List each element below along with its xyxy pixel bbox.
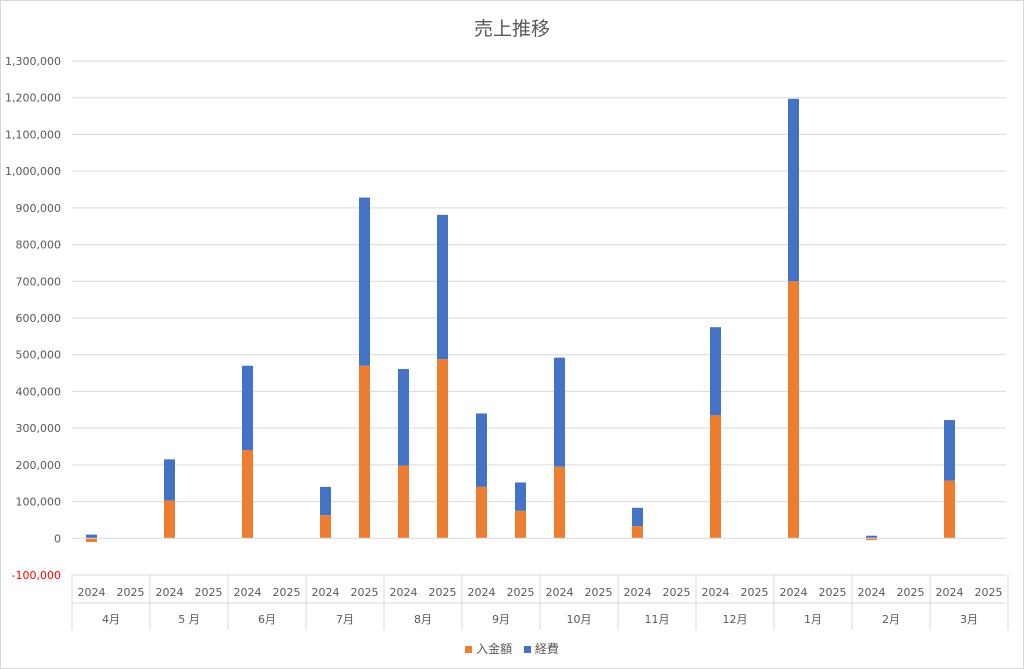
x-group-label: 11月 [645, 613, 670, 626]
bar-segment [788, 98, 799, 282]
y-tick-label: 100,000 [16, 496, 62, 509]
bar-segment [515, 510, 526, 539]
legend-item-expense: 経費 [523, 640, 559, 657]
y-tick-label: 200,000 [16, 459, 62, 472]
x-subcategory-label: 2024 [156, 586, 184, 599]
bar-segment [944, 480, 955, 539]
y-tick-label: 1,300,000 [5, 55, 61, 68]
x-subcategory-label: 2024 [546, 586, 574, 599]
bar-segment [359, 365, 370, 539]
x-subcategory-label: 2025 [273, 586, 301, 599]
y-tick-label: 1,200,000 [5, 92, 61, 105]
y-tick-label: 800,000 [16, 239, 62, 252]
x-group-label: 5 月 [178, 613, 200, 626]
bar-segment [632, 526, 643, 539]
bar-segment [710, 327, 721, 416]
bar-segment [476, 413, 487, 487]
legend-label-deposit: 入金額 [476, 642, 513, 656]
bar-segment [632, 507, 643, 527]
bar-layer [86, 98, 955, 542]
legend-item-deposit: 入金額 [465, 640, 512, 657]
x-subcategory-label: 2024 [858, 586, 886, 599]
x-subcategory-label: 2024 [78, 586, 106, 599]
bar-segment [359, 197, 370, 366]
x-subcategory-label: 2025 [507, 586, 535, 599]
x-group-label: 12月 [723, 613, 748, 626]
x-group-label: 3月 [960, 613, 978, 626]
x-subcategory-label: 2025 [351, 586, 379, 599]
y-tick-label: 1,000,000 [5, 165, 61, 178]
bar-segment [398, 369, 409, 466]
bar-segment [86, 538, 97, 542]
x-group-label: 4月 [102, 613, 120, 626]
legend-label-expense: 経費 [534, 642, 559, 656]
x-group-label: 1月 [804, 613, 822, 626]
bar-segment [242, 365, 253, 451]
y-tick-label: 500,000 [16, 349, 62, 362]
x-subcategory-label: 2024 [234, 586, 262, 599]
x-subcategory-label: 2025 [897, 586, 925, 599]
x-subcategory-label: 2024 [702, 586, 730, 599]
bar-segment [554, 466, 565, 539]
y-tick-label: -100,000 [12, 569, 61, 582]
bar-segment [710, 415, 721, 539]
chart-title: 売上推移 [473, 18, 550, 40]
legend: 入金額 経費 [0, 640, 1024, 657]
y-tick-label: 700,000 [16, 275, 62, 288]
x-group-label: 9月 [492, 613, 510, 626]
bar-segment [866, 535, 877, 539]
bar-segment [320, 486, 331, 516]
y-tick-label: 600,000 [16, 312, 62, 325]
legend-swatch-expense [523, 646, 531, 653]
bar-segment [866, 538, 877, 541]
bar-segment [164, 459, 175, 501]
x-axis-layer: 2024 2025 4月 2024 2025 5 月 2024 2025 6月 2024 2025 7… [71, 537, 1009, 630]
y-tick-label: 1,100,000 [5, 128, 61, 141]
x-group-label: 6月 [258, 613, 276, 626]
x-subcategory-label: 2024 [312, 586, 340, 599]
x-group-label: 7月 [336, 613, 354, 626]
x-subcategory-label: 2025 [741, 586, 769, 599]
x-subcategory-label: 2025 [195, 586, 223, 599]
x-subcategory-label: 2025 [429, 586, 457, 599]
y-tick-layer: -100,000 0 100,000 200,000 300,000 400,000 500… [5, 55, 61, 582]
x-subcategory-label: 2025 [975, 586, 1003, 599]
bar-segment [398, 465, 409, 539]
x-subcategory-label: 2025 [819, 586, 847, 599]
y-tick-label: 0 [54, 532, 61, 545]
x-group-label: 2月 [882, 613, 900, 626]
x-subcategory-label: 2024 [936, 586, 964, 599]
bar-segment [437, 359, 448, 539]
bar-segment [86, 534, 97, 539]
grid-layer [72, 60, 1006, 576]
legend-swatch-deposit [465, 646, 473, 653]
bar-segment [788, 281, 799, 539]
bar-segment [554, 357, 565, 467]
x-group-label: 10月 [567, 613, 592, 626]
x-subcategory-label: 2025 [117, 586, 145, 599]
x-subcategory-label: 2024 [390, 586, 418, 599]
y-tick-label: 900,000 [16, 202, 62, 215]
x-subcategory-label: 2024 [780, 586, 808, 599]
x-group-label: 8月 [414, 613, 432, 626]
bar-segment [476, 486, 487, 539]
bar-segment [944, 420, 955, 481]
x-subcategory-label: 2024 [624, 586, 652, 599]
bar-segment [515, 482, 526, 511]
bar-segment [437, 214, 448, 360]
x-subcategory-label: 2024 [468, 586, 496, 599]
y-tick-label: 300,000 [16, 422, 62, 435]
bar-segment [320, 515, 331, 539]
y-tick-label: 400,000 [16, 385, 62, 398]
x-subcategory-label: 2025 [585, 586, 613, 599]
bar-segment [242, 450, 253, 539]
bar-segment [164, 500, 175, 539]
x-subcategory-label: 2025 [663, 586, 691, 599]
